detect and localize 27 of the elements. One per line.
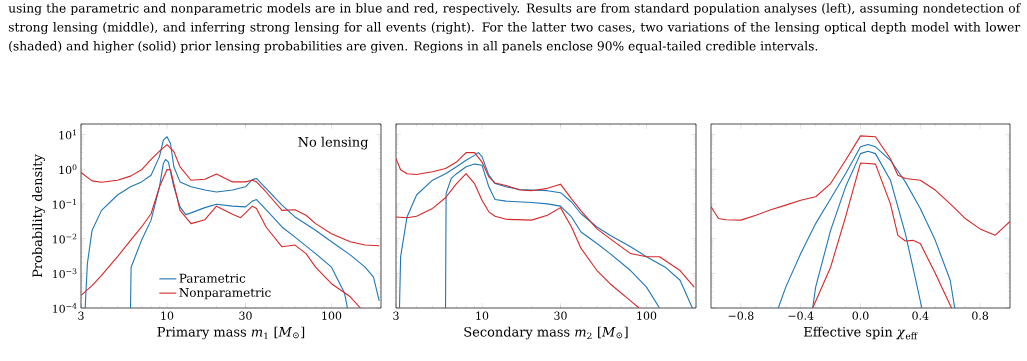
x-tick-label: 3 <box>78 311 84 320</box>
y-axis-title: Probability density <box>32 154 45 278</box>
y-tick-label: 10$^{0}$ <box>59 164 77 175</box>
x-tick-label: 100 <box>637 311 657 320</box>
text: using the parametric and nonparametric models are in blue and red, respectively. Results are from standard population analyses (left), assuming nondetection of strong lensing (middle), and inferring strong lensing for all events (right). For the latter two cases, two variations of the lensing optical depth model with lower (shaded) and higher (solid) prior lensing probabilities are given. Regions in all panels enclose 90% equal-tailed credible intervals. <box>8 3 1021 54</box>
y-tick-label: 10$^{−2}$ <box>53 233 77 244</box>
legend-label: Nonparametric <box>179 288 271 300</box>
x-axis-title: Secondary mass m$_{2}$ [M$_{⊙}$] <box>464 326 628 340</box>
y-tick-label: 10$^{1}$ <box>59 129 76 140</box>
x-axis-title: Effective spin χ$_{eff}$ <box>804 326 918 340</box>
legend-label: Parametric <box>179 273 246 283</box>
x-tick-label: 3 <box>393 311 399 320</box>
x-tick-label: 30 <box>554 311 567 320</box>
x-tick-label: 100 <box>322 311 342 320</box>
x-tick-label: 0.4 <box>912 311 929 320</box>
y-tick-label: 10$^{−3}$ <box>53 268 77 279</box>
x-tick-label: 10 <box>161 311 174 320</box>
y-tick-label: 10$^{−1}$ <box>53 198 76 209</box>
annotation: No lensing <box>298 136 369 150</box>
y-tick-label: 10$^{−4}$ <box>53 303 77 313</box>
x-tick-label: −0.4 <box>788 311 814 320</box>
x-tick-label: 10 <box>476 311 489 320</box>
x-tick-label: 0.0 <box>852 311 869 320</box>
x-tick-label: −0.8 <box>728 311 754 320</box>
x-tick-label: 30 <box>239 311 252 320</box>
x-axis-title: Primary mass m$_{1}$ [M$_{⊙}$] <box>157 326 305 340</box>
x-tick-label: 0.8 <box>972 311 989 320</box>
